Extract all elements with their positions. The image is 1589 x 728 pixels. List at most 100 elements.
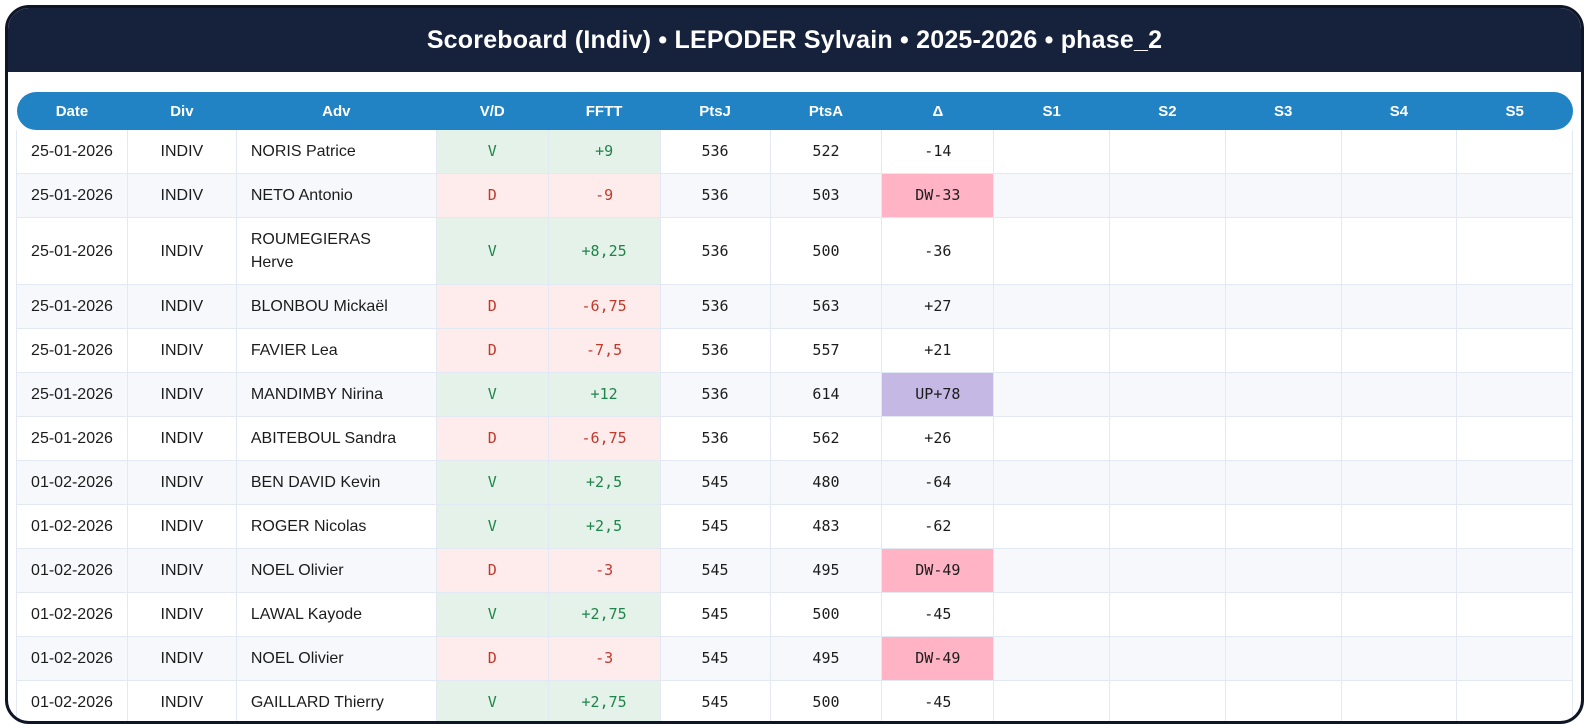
cell-div: INDIV xyxy=(127,130,237,174)
cell-s4 xyxy=(1341,130,1458,174)
cell-ptsj: 545 xyxy=(660,504,771,549)
cell-s5 xyxy=(1456,592,1573,637)
cell-adv: NOEL Olivier xyxy=(236,636,437,681)
table-row: 25-01-2026 INDIV NORIS Patrice V +9 536 522 -14 xyxy=(16,130,1573,174)
cell-ptsa: 500 xyxy=(770,217,883,285)
cell-ptsj: 536 xyxy=(660,372,771,417)
cell-adv: GAILLARD Thierry xyxy=(236,680,437,721)
cell-s2 xyxy=(1109,284,1226,329)
cell-date: 01-02-2026 xyxy=(16,636,128,681)
cell-s3 xyxy=(1225,504,1342,549)
cell-adv: NORIS Patrice xyxy=(236,130,437,174)
cell-s5 xyxy=(1456,636,1573,681)
cell-vd: D xyxy=(436,173,549,218)
cell-s4 xyxy=(1341,328,1458,373)
column-header-div: Div xyxy=(127,92,237,130)
cell-div: INDIV xyxy=(127,173,237,218)
column-header-date: Date xyxy=(16,92,128,130)
cell-ptsj: 545 xyxy=(660,680,771,721)
cell-ptsj: 536 xyxy=(660,130,771,174)
cell-date: 25-01-2026 xyxy=(16,173,128,218)
cell-delta: -45 xyxy=(881,592,995,637)
table-row: 25-01-2026 INDIV ROUMEGIERAS Herve V +8,25 53… xyxy=(16,217,1573,285)
cell-s4 xyxy=(1341,504,1458,549)
cell-div: INDIV xyxy=(127,372,237,417)
cell-fftt: -9 xyxy=(548,173,661,218)
cell-ptsj: 536 xyxy=(660,416,771,461)
cell-delta: -14 xyxy=(881,130,995,174)
cell-s1 xyxy=(993,372,1111,417)
cell-s3 xyxy=(1225,328,1342,373)
cell-div: INDIV xyxy=(127,328,237,373)
cell-fftt: -6,75 xyxy=(548,416,661,461)
cell-s4 xyxy=(1341,592,1458,637)
cell-vd: D xyxy=(436,548,549,593)
cell-date: 25-01-2026 xyxy=(16,284,128,329)
cell-s5 xyxy=(1456,328,1573,373)
page-title: Scoreboard (Indiv) • LEPODER Sylvain • 2… xyxy=(426,25,1163,54)
cell-adv: ROUMEGIERAS Herve xyxy=(236,217,437,285)
table-row: 25-01-2026 INDIV MANDIMBY Nirina V +12 536 614… xyxy=(16,372,1573,417)
cell-vd: V xyxy=(436,130,549,174)
cell-s5 xyxy=(1456,217,1573,285)
cell-delta: -45 xyxy=(881,680,995,721)
cell-ptsa: 562 xyxy=(770,416,883,461)
table-row: 01-02-2026 INDIV GAILLARD Thierry V +2,75 545… xyxy=(16,680,1573,721)
cell-fftt: +8,25 xyxy=(548,217,661,285)
cell-date: 01-02-2026 xyxy=(16,460,128,505)
cell-ptsa: 614 xyxy=(770,372,883,417)
cell-s3 xyxy=(1225,130,1342,174)
cell-delta: +27 xyxy=(881,284,995,329)
cell-s1 xyxy=(993,130,1111,174)
cell-vd: V xyxy=(436,680,549,721)
cell-s2 xyxy=(1109,504,1226,549)
cell-div: INDIV xyxy=(127,504,237,549)
cell-vd: V xyxy=(436,460,549,505)
cell-ptsa: 522 xyxy=(770,130,883,174)
cell-ptsa: 495 xyxy=(770,636,883,681)
table-row: 01-02-2026 INDIV NOEL Olivier D -3 545 495 DW-4… xyxy=(16,636,1573,681)
cell-delta: DW-49 xyxy=(881,636,995,681)
cell-s3 xyxy=(1225,592,1342,637)
cell-fftt: +12 xyxy=(548,372,661,417)
cell-div: INDIV xyxy=(127,416,237,461)
column-header-vd: V/D xyxy=(436,92,549,130)
cell-s2 xyxy=(1109,592,1226,637)
cell-s2 xyxy=(1109,130,1226,174)
cell-s4 xyxy=(1341,680,1458,721)
cell-adv: ABITEBOUL Sandra xyxy=(236,416,437,461)
cell-s1 xyxy=(993,284,1111,329)
cell-delta: +21 xyxy=(881,328,995,373)
cell-fftt: -6,75 xyxy=(548,284,661,329)
column-header-ptsa: PtsA xyxy=(770,92,882,130)
table-row: 01-02-2026 INDIV ROGER Nicolas V +2,5 545 483-… xyxy=(16,504,1573,549)
cell-s3 xyxy=(1225,680,1342,721)
cell-s2 xyxy=(1109,460,1226,505)
cell-s1 xyxy=(993,548,1111,593)
cell-vd: D xyxy=(436,284,549,329)
cell-s1 xyxy=(993,504,1111,549)
cell-date: 01-02-2026 xyxy=(16,680,128,721)
cell-adv: MANDIMBY Nirina xyxy=(236,372,437,417)
cell-s5 xyxy=(1456,284,1573,329)
cell-s4 xyxy=(1341,460,1458,505)
cell-ptsa: 480 xyxy=(770,460,883,505)
app-window: Scoreboard (Indiv) • LEPODER Sylvain • 2… xyxy=(5,5,1584,724)
table-row: 25-01-2026 INDIV BLONBOU Mickaël D -6,75 536 5… xyxy=(16,284,1573,329)
cell-s5 xyxy=(1456,372,1573,417)
cell-ptsa: 495 xyxy=(770,548,883,593)
table-row: 01-02-2026 INDIV NOEL Olivier D -3 545 495 DW-4… xyxy=(16,548,1573,593)
cell-adv: NETO Antonio xyxy=(236,173,437,218)
cell-delta: UP+78 xyxy=(881,372,995,417)
cell-date: 25-01-2026 xyxy=(16,217,128,285)
cell-delta: DW-49 xyxy=(881,548,995,593)
cell-s1 xyxy=(993,592,1111,637)
cell-fftt: -3 xyxy=(548,636,661,681)
cell-s1 xyxy=(993,217,1111,285)
cell-fftt: -7,5 xyxy=(548,328,661,373)
cell-s2 xyxy=(1109,328,1226,373)
cell-vd: V xyxy=(436,592,549,637)
cell-div: INDIV xyxy=(127,460,237,505)
cell-adv: FAVIER Lea xyxy=(236,328,437,373)
cell-adv: ROGER Nicolas xyxy=(236,504,437,549)
